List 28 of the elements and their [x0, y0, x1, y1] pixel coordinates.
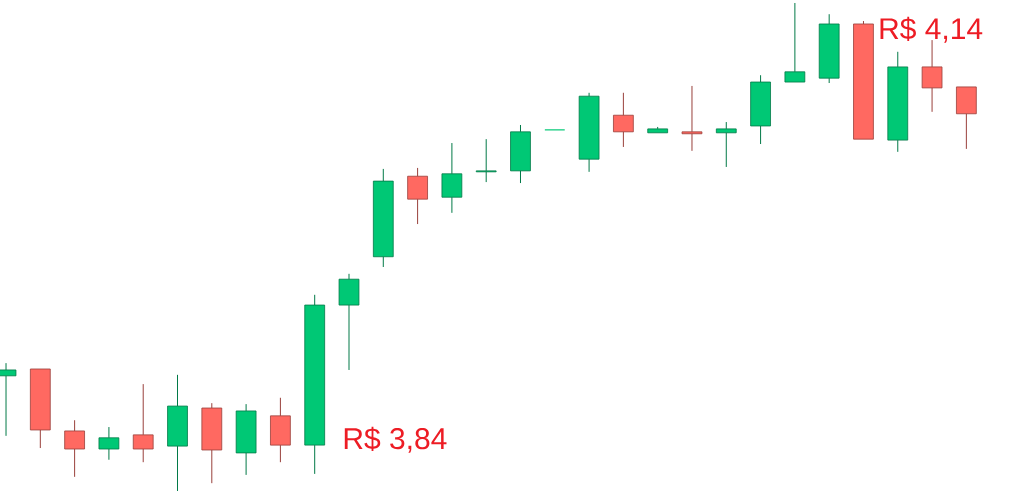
candlestick [167, 374, 188, 492]
candlestick [338, 273, 360, 371]
candlestick [887, 51, 909, 153]
candlestick [750, 74, 771, 145]
candlestick [98, 426, 120, 461]
candlestick [510, 124, 531, 184]
candlestick [715, 121, 737, 168]
candlestick [132, 383, 154, 463]
candlestick [304, 294, 326, 475]
annotation: R$ 3,84 [344, 426, 447, 453]
candlestick [784, 2, 806, 83]
candlestick [818, 13, 840, 84]
candlestick [407, 167, 428, 225]
candlestick [578, 92, 600, 173]
candlestick [853, 20, 874, 140]
annotation: R$ 4,14 [880, 16, 983, 43]
candlestick [235, 403, 257, 476]
candlestick [270, 397, 291, 463]
candlestick [956, 86, 977, 150]
candlestick [372, 168, 394, 268]
candlestick [647, 126, 669, 134]
candlestick [441, 142, 463, 214]
candlestick [201, 402, 223, 484]
candlestick [613, 92, 634, 148]
candlestick [29, 368, 51, 449]
candlestick [681, 85, 703, 152]
candlestick [64, 419, 85, 478]
candlestick [475, 138, 497, 183]
